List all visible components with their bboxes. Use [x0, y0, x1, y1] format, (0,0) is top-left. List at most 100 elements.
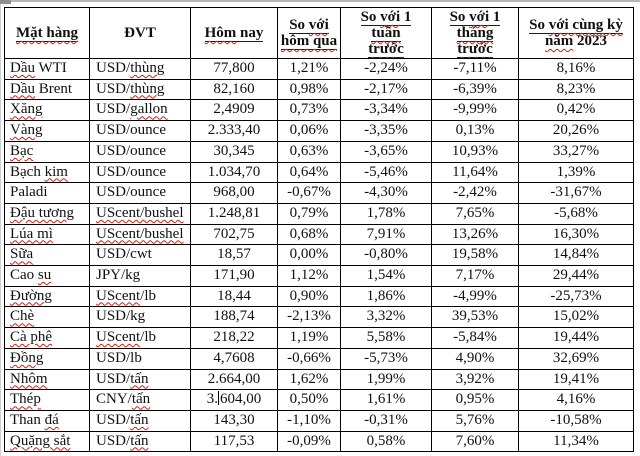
cell-vs-month[interactable]: 19,58%	[431, 244, 519, 267]
cell-name[interactable]: Vàng	[4, 120, 90, 142]
cell-unit[interactable]: USD/lb	[89, 347, 191, 370]
cell-vs-yesterday[interactable]: 0,64%	[277, 161, 341, 184]
cell-vs-month[interactable]: -5,84%	[431, 327, 519, 349]
cell-vs-month[interactable]: -9,99%	[431, 99, 519, 122]
cell-vs-yesterday[interactable]: 0,73%	[277, 99, 341, 122]
cell-vs-week[interactable]: 7,91%	[340, 223, 432, 246]
cell-unit[interactable]: UScent/bushel	[89, 223, 191, 246]
cell-vs-yesterday[interactable]: 1,21%	[277, 58, 341, 80]
cell-vs-week[interactable]: -3,35%	[340, 120, 432, 142]
cell-name[interactable]: Sữa	[4, 244, 90, 267]
cell-vs-yesterday[interactable]: 0,79%	[277, 202, 341, 225]
cell-vs-2023[interactable]: 19,44%	[518, 327, 634, 349]
cell-name[interactable]: Xăng	[4, 99, 90, 122]
column-header-dvt[interactable]: ĐVT	[89, 7, 191, 59]
cell-vs-2023[interactable]: 32,69%	[518, 347, 634, 370]
column-header-so-voi-hom-qua[interactable]: So với hôm qua	[277, 7, 341, 59]
cell-name[interactable]: Than đá	[4, 409, 90, 432]
cell-vs-yesterday[interactable]: 0,68%	[277, 223, 341, 246]
cell-vs-2023[interactable]: 15,02%	[518, 306, 634, 329]
cell-vs-week[interactable]: -3,34%	[340, 99, 432, 122]
cell-vs-2023[interactable]: -25,73%	[518, 285, 634, 308]
cell-vs-month[interactable]: 11,64%	[431, 161, 519, 184]
cell-unit[interactable]: USD/gallon	[89, 99, 191, 122]
cell-unit[interactable]: UScent/lb	[89, 327, 191, 349]
cell-unit[interactable]: USD/tấn	[89, 409, 191, 432]
cell-today[interactable]: 3. 604,00	[190, 389, 278, 411]
cell-vs-month[interactable]: -7,11%	[431, 58, 519, 80]
cell-vs-yesterday[interactable]: -1,10%	[277, 409, 341, 432]
cell-unit[interactable]: USD/tấn	[89, 368, 191, 391]
cell-vs-week[interactable]: -5,46%	[340, 161, 432, 184]
cell-today[interactable]: 702,75	[190, 223, 278, 246]
cell-vs-yesterday[interactable]: -2,13%	[277, 306, 341, 329]
cell-unit[interactable]: USD/ounce	[89, 120, 191, 142]
cell-vs-week[interactable]: 1,61%	[340, 389, 432, 411]
cell-vs-month[interactable]: -6,39%	[431, 78, 519, 101]
cell-vs-month[interactable]: 5,76%	[431, 409, 519, 432]
cell-vs-2023[interactable]: 14,84%	[518, 244, 634, 267]
cell-today[interactable]: 30,345	[190, 140, 278, 163]
cell-vs-month[interactable]: 4,90%	[431, 347, 519, 370]
cell-vs-2023[interactable]: 33,27%	[518, 140, 634, 163]
cell-today[interactable]: 218,22	[190, 327, 278, 349]
cell-vs-week[interactable]: 1,99%	[340, 368, 432, 391]
cell-unit[interactable]: USD/ounce	[89, 140, 191, 163]
cell-today[interactable]: 2.664,00	[190, 368, 278, 391]
cell-unit[interactable]: UScent/bushel	[89, 202, 191, 225]
cell-today[interactable]: 117,53	[190, 430, 278, 453]
cell-vs-2023[interactable]: 8,16%	[518, 58, 634, 80]
cell-name[interactable]: Chè	[4, 306, 90, 329]
cell-vs-month[interactable]: -4,99%	[431, 285, 519, 308]
cell-name[interactable]: Paladi	[4, 182, 90, 204]
cell-vs-2023[interactable]: 1,39%	[518, 161, 634, 184]
cell-vs-week[interactable]: -4,30%	[340, 182, 432, 204]
cell-vs-month[interactable]: 10,93%	[431, 140, 519, 163]
cell-unit[interactable]: USD/thùng	[89, 58, 191, 80]
cell-vs-month[interactable]: 7,17%	[431, 265, 519, 287]
cell-vs-2023[interactable]: 16,30%	[518, 223, 634, 246]
cell-vs-month[interactable]: 13,26%	[431, 223, 519, 246]
cell-name[interactable]: Đậu tương	[4, 202, 90, 225]
cell-name[interactable]: Cao su	[4, 265, 90, 287]
cell-vs-2023[interactable]: -10,58%	[518, 409, 634, 432]
cell-unit[interactable]: USD/thùng	[89, 78, 191, 101]
cell-today[interactable]: 143,30	[190, 409, 278, 432]
cell-vs-yesterday[interactable]: -0,09%	[277, 430, 341, 453]
cell-name[interactable]: Thép	[4, 389, 90, 411]
cell-vs-2023[interactable]: 20,26%	[518, 120, 634, 142]
cell-vs-yesterday[interactable]: 0,90%	[277, 285, 341, 308]
cell-today[interactable]: 2,4909	[190, 99, 278, 122]
cell-vs-week[interactable]: 1,86%	[340, 285, 432, 308]
cell-vs-yesterday[interactable]: 0,50%	[277, 389, 341, 411]
cell-today[interactable]: 968,00	[190, 182, 278, 204]
cell-vs-yesterday[interactable]: -0,66%	[277, 347, 341, 370]
cell-vs-week[interactable]: -2,17%	[340, 78, 432, 101]
cell-vs-week[interactable]: 1,54%	[340, 265, 432, 287]
cell-name[interactable]: Quặng sắt	[4, 430, 90, 453]
cell-name[interactable]: Dầu WTI	[4, 58, 90, 80]
cell-unit[interactable]: UScent/lb	[89, 285, 191, 308]
cell-vs-yesterday[interactable]: -0,67%	[277, 182, 341, 204]
cell-name[interactable]: Dầu Brent	[4, 78, 90, 101]
column-header-so-voi-1-thang-truoc[interactable]: So với 1 tháng trước	[431, 7, 519, 59]
cell-vs-month[interactable]: 7,60%	[431, 430, 519, 453]
cell-name[interactable]: Lúa mì	[4, 223, 90, 246]
cell-name[interactable]: Nhôm	[4, 368, 90, 391]
cell-today[interactable]: 1.248,81	[190, 202, 278, 225]
cell-vs-yesterday[interactable]: 0,00%	[277, 244, 341, 267]
cell-vs-2023[interactable]: -31,67%	[518, 182, 634, 204]
cell-vs-week[interactable]: -2,24%	[340, 58, 432, 80]
cell-unit[interactable]: USD/ounce	[89, 161, 191, 184]
cell-today[interactable]: 82,160	[190, 78, 278, 101]
cell-today[interactable]: 1.034,70	[190, 161, 278, 184]
cell-vs-week[interactable]: -0,31%	[340, 409, 432, 432]
cell-unit[interactable]: CNY/tấn	[89, 389, 191, 411]
cell-vs-2023[interactable]: 4,16%	[518, 389, 634, 411]
column-header-so-voi-cung-ky-nam-2023[interactable]: So với cùng kỳ năm 2023	[518, 7, 634, 59]
cell-vs-2023[interactable]: 29,44%	[518, 265, 634, 287]
cell-vs-month[interactable]: 0,95%	[431, 389, 519, 411]
cell-unit[interactable]: USD/tấn	[89, 430, 191, 453]
cell-vs-week[interactable]: 1,78%	[340, 202, 432, 225]
column-header-so-voi-1-tuan-truoc[interactable]: So với 1 tuần trước	[340, 7, 432, 59]
